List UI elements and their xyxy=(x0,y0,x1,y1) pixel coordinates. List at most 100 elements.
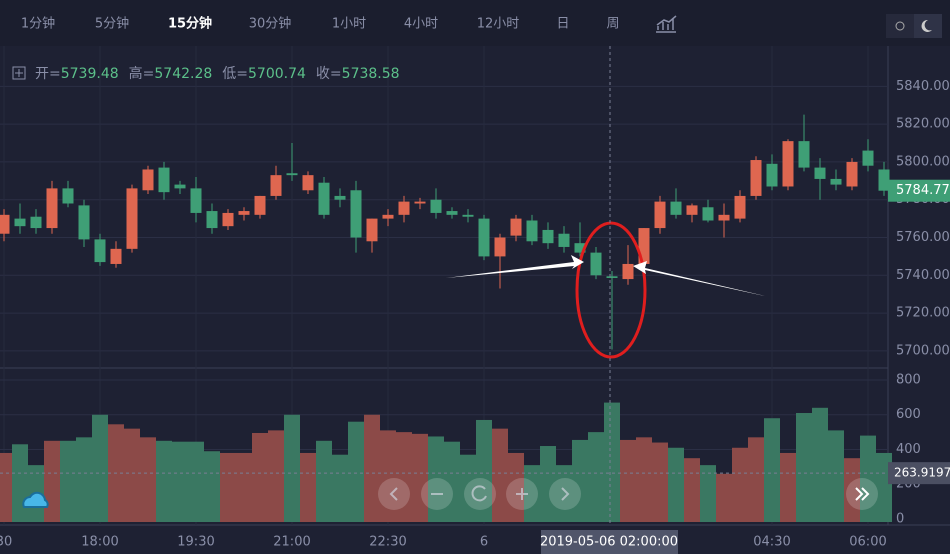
candle-body xyxy=(222,212,234,227)
candle-body xyxy=(510,218,522,236)
highlight-ellipse xyxy=(575,221,647,359)
candle-body xyxy=(574,243,586,253)
interval-tab[interactable]: 日 xyxy=(556,17,569,32)
candle-body xyxy=(382,214,394,219)
interval-tab[interactable]: 周 xyxy=(606,17,619,32)
volume-bar xyxy=(476,419,492,522)
volume-bar xyxy=(652,442,668,522)
volume-bar xyxy=(812,407,828,522)
candle-body xyxy=(830,178,842,185)
volume-bar xyxy=(76,437,92,522)
volume-bar xyxy=(396,432,412,522)
x-tick-label: 22:30 xyxy=(369,535,406,550)
ohlc-value: 5742.28 xyxy=(154,66,212,82)
candle-body xyxy=(366,218,378,242)
ohlc-value: 5700.74 xyxy=(248,66,306,82)
crosshair-time-tag xyxy=(541,530,678,554)
ohlc-value: 5738.58 xyxy=(342,66,400,82)
candle-body xyxy=(14,218,26,227)
candle-body xyxy=(78,205,90,240)
candle-body xyxy=(542,229,554,244)
x-tick-label: 18:00 xyxy=(81,535,118,550)
candle-body xyxy=(478,218,490,257)
interval-tab[interactable]: 12小时 xyxy=(477,17,520,32)
volume-bar xyxy=(364,414,380,522)
indicator-icon[interactable] xyxy=(656,15,677,33)
volume-bar xyxy=(124,428,140,522)
candle-body xyxy=(638,228,650,264)
candle-body xyxy=(782,141,794,187)
interval-tab[interactable]: 1分钟 xyxy=(21,16,55,32)
y-tick-label: 5720.00 xyxy=(896,306,950,321)
volume-bar xyxy=(636,437,652,522)
candle-body xyxy=(414,201,426,204)
nav-icons xyxy=(389,485,870,502)
candle-body xyxy=(318,182,330,215)
candle-body xyxy=(238,211,250,215)
candle-body xyxy=(846,161,858,187)
candle-body xyxy=(718,214,730,221)
candle-body xyxy=(46,188,58,229)
volume-bar xyxy=(492,428,508,522)
volume-bar xyxy=(44,440,60,522)
reset-btn[interactable] xyxy=(464,478,496,510)
logo xyxy=(22,491,49,508)
volume-bar xyxy=(524,465,540,522)
interval-tab[interactable]: 5分钟 xyxy=(95,16,129,32)
interval-tab[interactable]: 4小时 xyxy=(404,17,438,32)
candle-body xyxy=(446,211,458,215)
volume-bar xyxy=(236,452,252,522)
volume-bar xyxy=(156,440,172,522)
volume-bar xyxy=(860,435,876,522)
interval-tab[interactable]: 30分钟 xyxy=(249,16,292,32)
volume-bar xyxy=(268,430,284,522)
ohlc-header: 开=5739.48 高=5742.28 低=5700.74 收=5738.58 xyxy=(35,65,400,82)
candle-body xyxy=(654,201,666,229)
x-tick-label: 19:30 xyxy=(177,535,214,550)
candle-body xyxy=(590,252,602,276)
x-tick-label: 30 xyxy=(0,535,12,550)
crosshair-volume-label: 263.9197 xyxy=(894,466,950,480)
y-tick-label: 0 xyxy=(896,512,904,527)
volume-bar xyxy=(316,440,332,522)
y-tick-label: 5820.00 xyxy=(896,117,950,132)
scroll-right-btn[interactable] xyxy=(549,478,581,510)
expand-icon[interactable] xyxy=(12,66,26,80)
last-price-label: 5784.77 xyxy=(896,183,950,198)
ohlc-value: 5739.48 xyxy=(61,66,119,82)
volume-bar xyxy=(732,447,748,522)
sun-icon xyxy=(895,21,905,31)
candle-body xyxy=(270,175,282,196)
scroll-left-btn[interactable] xyxy=(378,478,410,510)
ohlc-label: 低= xyxy=(222,66,248,82)
ohlc-label: 高= xyxy=(129,65,155,82)
volume-bar xyxy=(780,452,796,522)
y-tick-label: 600 xyxy=(896,407,921,422)
volume-bar xyxy=(204,451,220,522)
volume-bar xyxy=(508,452,524,522)
candle-body xyxy=(462,214,474,217)
arrow-left xyxy=(446,255,584,278)
volume-bar xyxy=(684,458,700,522)
volume-bar xyxy=(764,418,780,522)
candle-body xyxy=(430,199,442,213)
volume-bar xyxy=(428,436,444,522)
candle-body xyxy=(350,190,362,238)
dark-theme-btn[interactable] xyxy=(914,14,942,38)
interval-tabs: 1分钟 5分钟 15分钟 30分钟 1小时 4小时 12小时 日 周 xyxy=(21,16,620,32)
candle-body xyxy=(622,263,634,280)
moon-icon xyxy=(921,19,932,32)
interval-tab[interactable]: 15分钟 xyxy=(168,16,212,32)
candle-body xyxy=(286,173,298,176)
x-tick-label: 04:30 xyxy=(753,535,790,550)
volume-bar xyxy=(188,441,204,522)
volume-bar xyxy=(444,441,460,522)
light-theme-btn[interactable] xyxy=(886,14,914,38)
interval-tab[interactable]: 1小时 xyxy=(332,17,366,32)
x-tick-label: 06:00 xyxy=(849,535,886,550)
y-tick-label: 5760.00 xyxy=(896,230,950,245)
y-tick-label: 5840.00 xyxy=(896,79,950,94)
volume-bar xyxy=(252,432,268,522)
x-tick-label: 21:00 xyxy=(273,535,310,550)
